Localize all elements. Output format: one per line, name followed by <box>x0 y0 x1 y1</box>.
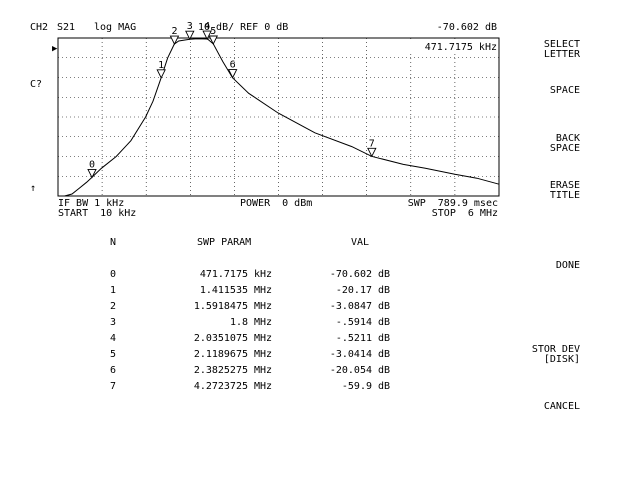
row-frequency-unit: MHz <box>254 285 273 296</box>
row-index: 1 <box>110 285 117 296</box>
reference-marker-icon: ▶ <box>52 44 58 54</box>
row-index: 5 <box>110 349 117 360</box>
table-row: 4 2.0351075 MHz -.5211 dB <box>0 333 440 349</box>
marker-0-label: 0 <box>89 159 95 170</box>
row-index: 3 <box>110 317 117 328</box>
marker-readout-value: -70.602 dB <box>436 22 497 33</box>
marker-7-label: 7 <box>369 138 375 149</box>
softkey-erase-title[interactable]: ERASE TITLE <box>549 180 580 201</box>
parameter-label: S21 <box>57 22 76 33</box>
row-frequency: 2.0351075 <box>193 333 248 344</box>
row-frequency-unit: MHz <box>254 381 273 392</box>
row-frequency: 471.7175 <box>199 269 248 280</box>
power-label: POWER 0 dBm <box>240 198 313 209</box>
softkey-cancel[interactable]: CANCEL <box>543 401 580 412</box>
row-frequency: 4.2723725 <box>193 381 248 392</box>
row-frequency: 1.5918475 <box>193 301 248 312</box>
row-index: 4 <box>110 333 117 344</box>
marker-5-triangle <box>208 35 218 46</box>
format-label: log MAG <box>94 22 137 33</box>
row-value-unit: dB <box>378 365 391 376</box>
row-value: -59.9 <box>341 381 372 392</box>
row-index: 6 <box>110 365 117 376</box>
row-value-unit: dB <box>378 269 391 280</box>
row-frequency-unit: MHz <box>254 317 273 328</box>
row-index: 7 <box>110 381 117 392</box>
graticule <box>58 38 499 196</box>
cal-status-indicator: C? <box>30 79 43 90</box>
table-header-value: VAL <box>351 237 370 248</box>
marker-2-label: 2 <box>171 26 177 37</box>
channel-label: CH2 <box>30 22 49 33</box>
row-frequency-unit: MHz <box>254 349 273 360</box>
row-value: -20.054 <box>329 365 372 376</box>
softkey-back-space[interactable]: BACK SPACE <box>549 133 580 154</box>
marker-1-triangle <box>156 69 166 79</box>
row-index: 2 <box>110 301 117 312</box>
table-row: 3 1.8 MHz -.5914 dB <box>0 317 440 333</box>
marker-6-label: 6 <box>230 60 236 71</box>
table-header-n: N <box>110 237 117 248</box>
row-value: -.5211 <box>335 333 372 344</box>
softkey-space[interactable]: SPACE <box>549 85 580 96</box>
marker-freq-box <box>410 40 498 53</box>
row-frequency: 1.411535 <box>199 285 248 296</box>
row-value: -3.0847 <box>329 301 372 312</box>
table-row: 6 2.3825275 MHz -20.054 dB <box>0 365 440 381</box>
row-value: -.5914 <box>335 317 372 328</box>
row-frequency: 2.1189675 <box>193 349 248 360</box>
table-row: 5 2.1189675 MHz -3.0414 dB <box>0 349 440 365</box>
row-value-unit: dB <box>378 285 391 296</box>
row-index: 0 <box>110 269 117 280</box>
marker-3-triangle <box>185 30 195 41</box>
marker-4-label: 4 <box>204 21 210 32</box>
table-row: 2 1.5918475 MHz -3.0847 dB <box>0 301 440 317</box>
softkey-store-device[interactable]: STOR DEV [DISK] <box>531 344 580 365</box>
table-row: 0 471.7175 kHz -70.602 dB <box>0 269 440 285</box>
row-value-unit: dB <box>378 333 391 344</box>
softkey-select-letter[interactable]: SELECT LETTER <box>543 39 580 60</box>
row-value-unit: dB <box>378 317 391 328</box>
ifbw-label: IF BW 1 kHz <box>58 198 125 209</box>
marker-4-triangle <box>202 30 212 41</box>
sweep-time: SWP 789.9 msec <box>407 198 498 209</box>
arrow-up-icon: ↑ <box>30 183 37 194</box>
marker-2-triangle <box>169 35 180 46</box>
marker-0-triangle <box>87 168 97 179</box>
row-value: -70.602 <box>329 269 372 280</box>
table-header-sweep-param: SWP PARAM <box>197 237 252 248</box>
row-frequency-unit: kHz <box>254 269 273 280</box>
stop-frequency: STOP 6 MHz <box>431 208 498 219</box>
marker-group: 0 1 2 3 4 5 6 7 <box>87 21 377 179</box>
table-row: 1 1.411535 MHz -20.17 dB <box>0 285 440 301</box>
row-value-unit: dB <box>378 349 391 360</box>
start-frequency: START 10 kHz <box>58 208 137 219</box>
row-frequency-unit: MHz <box>254 301 273 312</box>
marker-1-label: 1 <box>158 60 164 71</box>
marker-3-label: 3 <box>187 21 193 32</box>
row-value-unit: dB <box>378 301 391 312</box>
row-frequency: 1.8 <box>229 317 248 328</box>
scale-label: 10 dB/ REF 0 dB <box>198 22 289 33</box>
plot-frame <box>57 37 500 197</box>
marker-5-label: 5 <box>210 26 216 37</box>
row-frequency-unit: MHz <box>254 333 273 344</box>
row-value: -3.0414 <box>329 349 372 360</box>
table-row: 7 4.2723725 MHz -59.9 dB <box>0 381 440 397</box>
marker-readout-frequency: 471.7175 kHz <box>424 42 497 53</box>
marker-7-triangle <box>367 147 377 158</box>
row-value-unit: dB <box>378 381 391 392</box>
row-value: -20.17 <box>335 285 372 296</box>
row-frequency-unit: MHz <box>254 365 273 376</box>
row-frequency: 2.3825275 <box>193 365 248 376</box>
softkey-done[interactable]: DONE <box>555 260 580 271</box>
marker-6-triangle <box>227 69 238 79</box>
